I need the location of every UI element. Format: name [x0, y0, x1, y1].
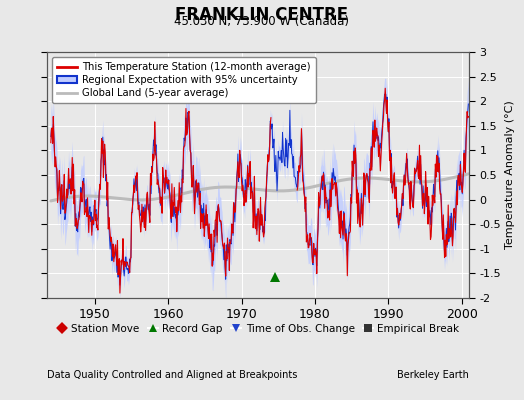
Y-axis label: Temperature Anomaly (°C): Temperature Anomaly (°C): [505, 101, 515, 249]
Text: Data Quality Controlled and Aligned at Breakpoints: Data Quality Controlled and Aligned at B…: [47, 370, 298, 380]
Text: FRANKLIN CENTRE: FRANKLIN CENTRE: [176, 6, 348, 24]
Text: Berkeley Earth: Berkeley Earth: [397, 370, 469, 380]
Legend: This Temperature Station (12-month average), Regional Expectation with 95% uncer: This Temperature Station (12-month avera…: [52, 57, 315, 103]
Legend: Station Move, Record Gap, Time of Obs. Change, Empirical Break: Station Move, Record Gap, Time of Obs. C…: [53, 321, 463, 337]
Text: 45.030 N, 73.900 W (Canada): 45.030 N, 73.900 W (Canada): [174, 15, 350, 28]
